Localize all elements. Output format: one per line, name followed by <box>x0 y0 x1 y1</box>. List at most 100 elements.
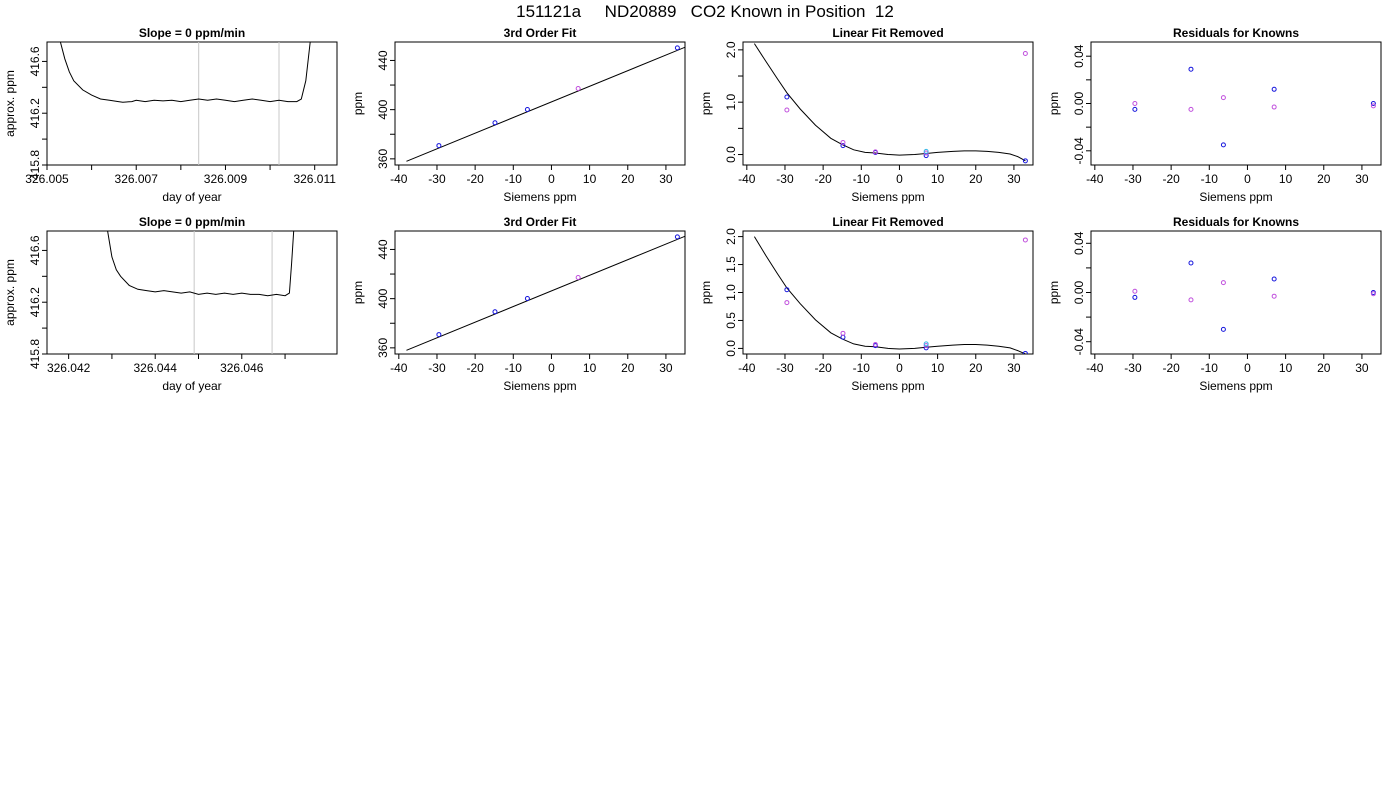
x-axis-label: day of year <box>162 190 221 204</box>
plot-area <box>406 45 685 162</box>
x-tick-label: 0 <box>896 361 903 375</box>
data-point <box>1220 142 1226 148</box>
chart-title: Slope = 0 ppm/min <box>139 26 245 40</box>
plot-frame <box>742 41 1034 166</box>
x-tick-label: 10 <box>931 172 945 186</box>
y-tick-label: 416.2 <box>28 98 42 128</box>
x-tick-label: 30 <box>1355 172 1369 186</box>
data-point <box>1022 237 1028 243</box>
data-point <box>1132 294 1138 300</box>
data-point <box>1022 350 1028 354</box>
fit-line <box>406 46 685 162</box>
y-tick-label: 0.00 <box>1072 91 1086 115</box>
x-tick-label: 10 <box>931 361 945 375</box>
data-point <box>1188 66 1194 72</box>
fit-curve <box>753 43 1026 162</box>
data-point <box>923 341 929 347</box>
x-tick-label: -10 <box>505 361 523 375</box>
x-tick-label: 326.044 <box>134 361 178 375</box>
x-tick-label: -40 <box>390 361 408 375</box>
data-point <box>1188 260 1194 266</box>
x-tick-label: -40 <box>738 172 756 186</box>
y-axis-label: approx. ppm <box>3 259 17 326</box>
series-line <box>59 42 311 103</box>
y-tick-label: 2.0 <box>724 41 738 58</box>
x-tick-label: 0 <box>548 172 555 186</box>
x-tick-label: -10 <box>505 172 523 186</box>
x-axis-label: Siemens ppm <box>851 190 924 204</box>
x-tick-label: 0 <box>896 172 903 186</box>
x-axis-label: Siemens ppm <box>851 379 924 393</box>
data-point <box>1220 280 1226 286</box>
data-point <box>1188 106 1194 112</box>
x-tick-label: 10 <box>1279 361 1293 375</box>
x-tick-label: 20 <box>621 361 635 375</box>
y-tick-label: 0.5 <box>724 312 738 329</box>
data-point <box>524 296 530 302</box>
y-tick-label: 0.0 <box>724 340 738 357</box>
y-tick-label: 0.04 <box>1072 231 1086 255</box>
x-tick-label: -30 <box>428 361 446 375</box>
data-point <box>1220 95 1226 101</box>
data-point <box>492 120 498 126</box>
y-axis-label: ppm <box>351 92 365 115</box>
data-point <box>1370 101 1376 106</box>
data-point <box>1271 86 1277 92</box>
plot-area <box>406 234 685 351</box>
y-tick-label: 416.6 <box>28 235 42 265</box>
data-point <box>1271 276 1277 282</box>
x-tick-label: -10 <box>853 361 871 375</box>
plot-frame <box>1090 230 1382 355</box>
chart-title: Linear Fit Removed <box>832 215 943 229</box>
x-tick-label: -20 <box>466 172 484 186</box>
x-tick-label: -40 <box>390 172 408 186</box>
x-axis-label: day of year <box>162 379 221 393</box>
x-tick-label: 10 <box>583 172 597 186</box>
chart-panel: 3rd Order Fit -40 -30 -20 -10 0 10 20 30 Siemens … <box>351 215 686 393</box>
data-point <box>436 143 442 149</box>
plot-area <box>753 236 1028 354</box>
plot-frame <box>46 41 338 166</box>
data-point <box>840 330 846 336</box>
chart-panel: Linear Fit Removed -40 -30 -20 -10 0 10 20 30 Sie… <box>699 26 1034 204</box>
chart-title: Residuals for Knowns <box>1173 26 1299 40</box>
chart-panel: 3rd Order Fit -40 -30 -20 -10 0 10 20 30 Siemens … <box>351 26 686 204</box>
data-point <box>1271 293 1277 299</box>
data-point <box>872 149 878 155</box>
x-tick-label: 326.042 <box>47 361 91 375</box>
x-tick-label: -20 <box>814 172 832 186</box>
x-tick-label: 30 <box>659 172 673 186</box>
chart-panel: Linear Fit Removed -40 -30 -20 -10 0 10 20 30 Sie… <box>699 215 1034 393</box>
data-point <box>840 143 846 149</box>
y-tick-label: 0.00 <box>1072 280 1086 304</box>
y-tick-label: 2.0 <box>724 228 738 245</box>
x-tick-label: 326.011 <box>293 172 336 186</box>
x-tick-label: -40 <box>738 361 756 375</box>
data-point <box>923 150 929 156</box>
data-point <box>575 85 581 91</box>
data-point <box>872 341 878 347</box>
data-point <box>674 234 680 240</box>
data-point <box>1370 103 1376 109</box>
x-tick-label: -40 <box>1086 361 1104 375</box>
x-tick-label: 326.005 <box>25 172 69 186</box>
x-tick-label: -20 <box>1162 361 1180 375</box>
data-point <box>840 334 846 340</box>
chart-panel: Slope = 0 ppm/min 326.005 326.007 326.009 32… <box>3 26 338 204</box>
plot-frame <box>394 41 686 166</box>
y-tick-label: 360 <box>376 338 390 358</box>
x-tick-label: -20 <box>466 361 484 375</box>
x-tick-label: 0 <box>548 361 555 375</box>
x-tick-label: -10 <box>853 172 871 186</box>
x-tick-label: -30 <box>1124 361 1142 375</box>
x-tick-label: 0 <box>1244 361 1251 375</box>
plot-area <box>753 43 1028 164</box>
data-point <box>1188 297 1194 303</box>
x-tick-label: 20 <box>1317 172 1331 186</box>
chart-title: Slope = 0 ppm/min <box>139 215 245 229</box>
y-tick-label: 1.0 <box>724 94 738 111</box>
x-tick-label: 30 <box>1007 172 1021 186</box>
plot-area <box>1132 66 1376 148</box>
data-point <box>575 274 581 280</box>
